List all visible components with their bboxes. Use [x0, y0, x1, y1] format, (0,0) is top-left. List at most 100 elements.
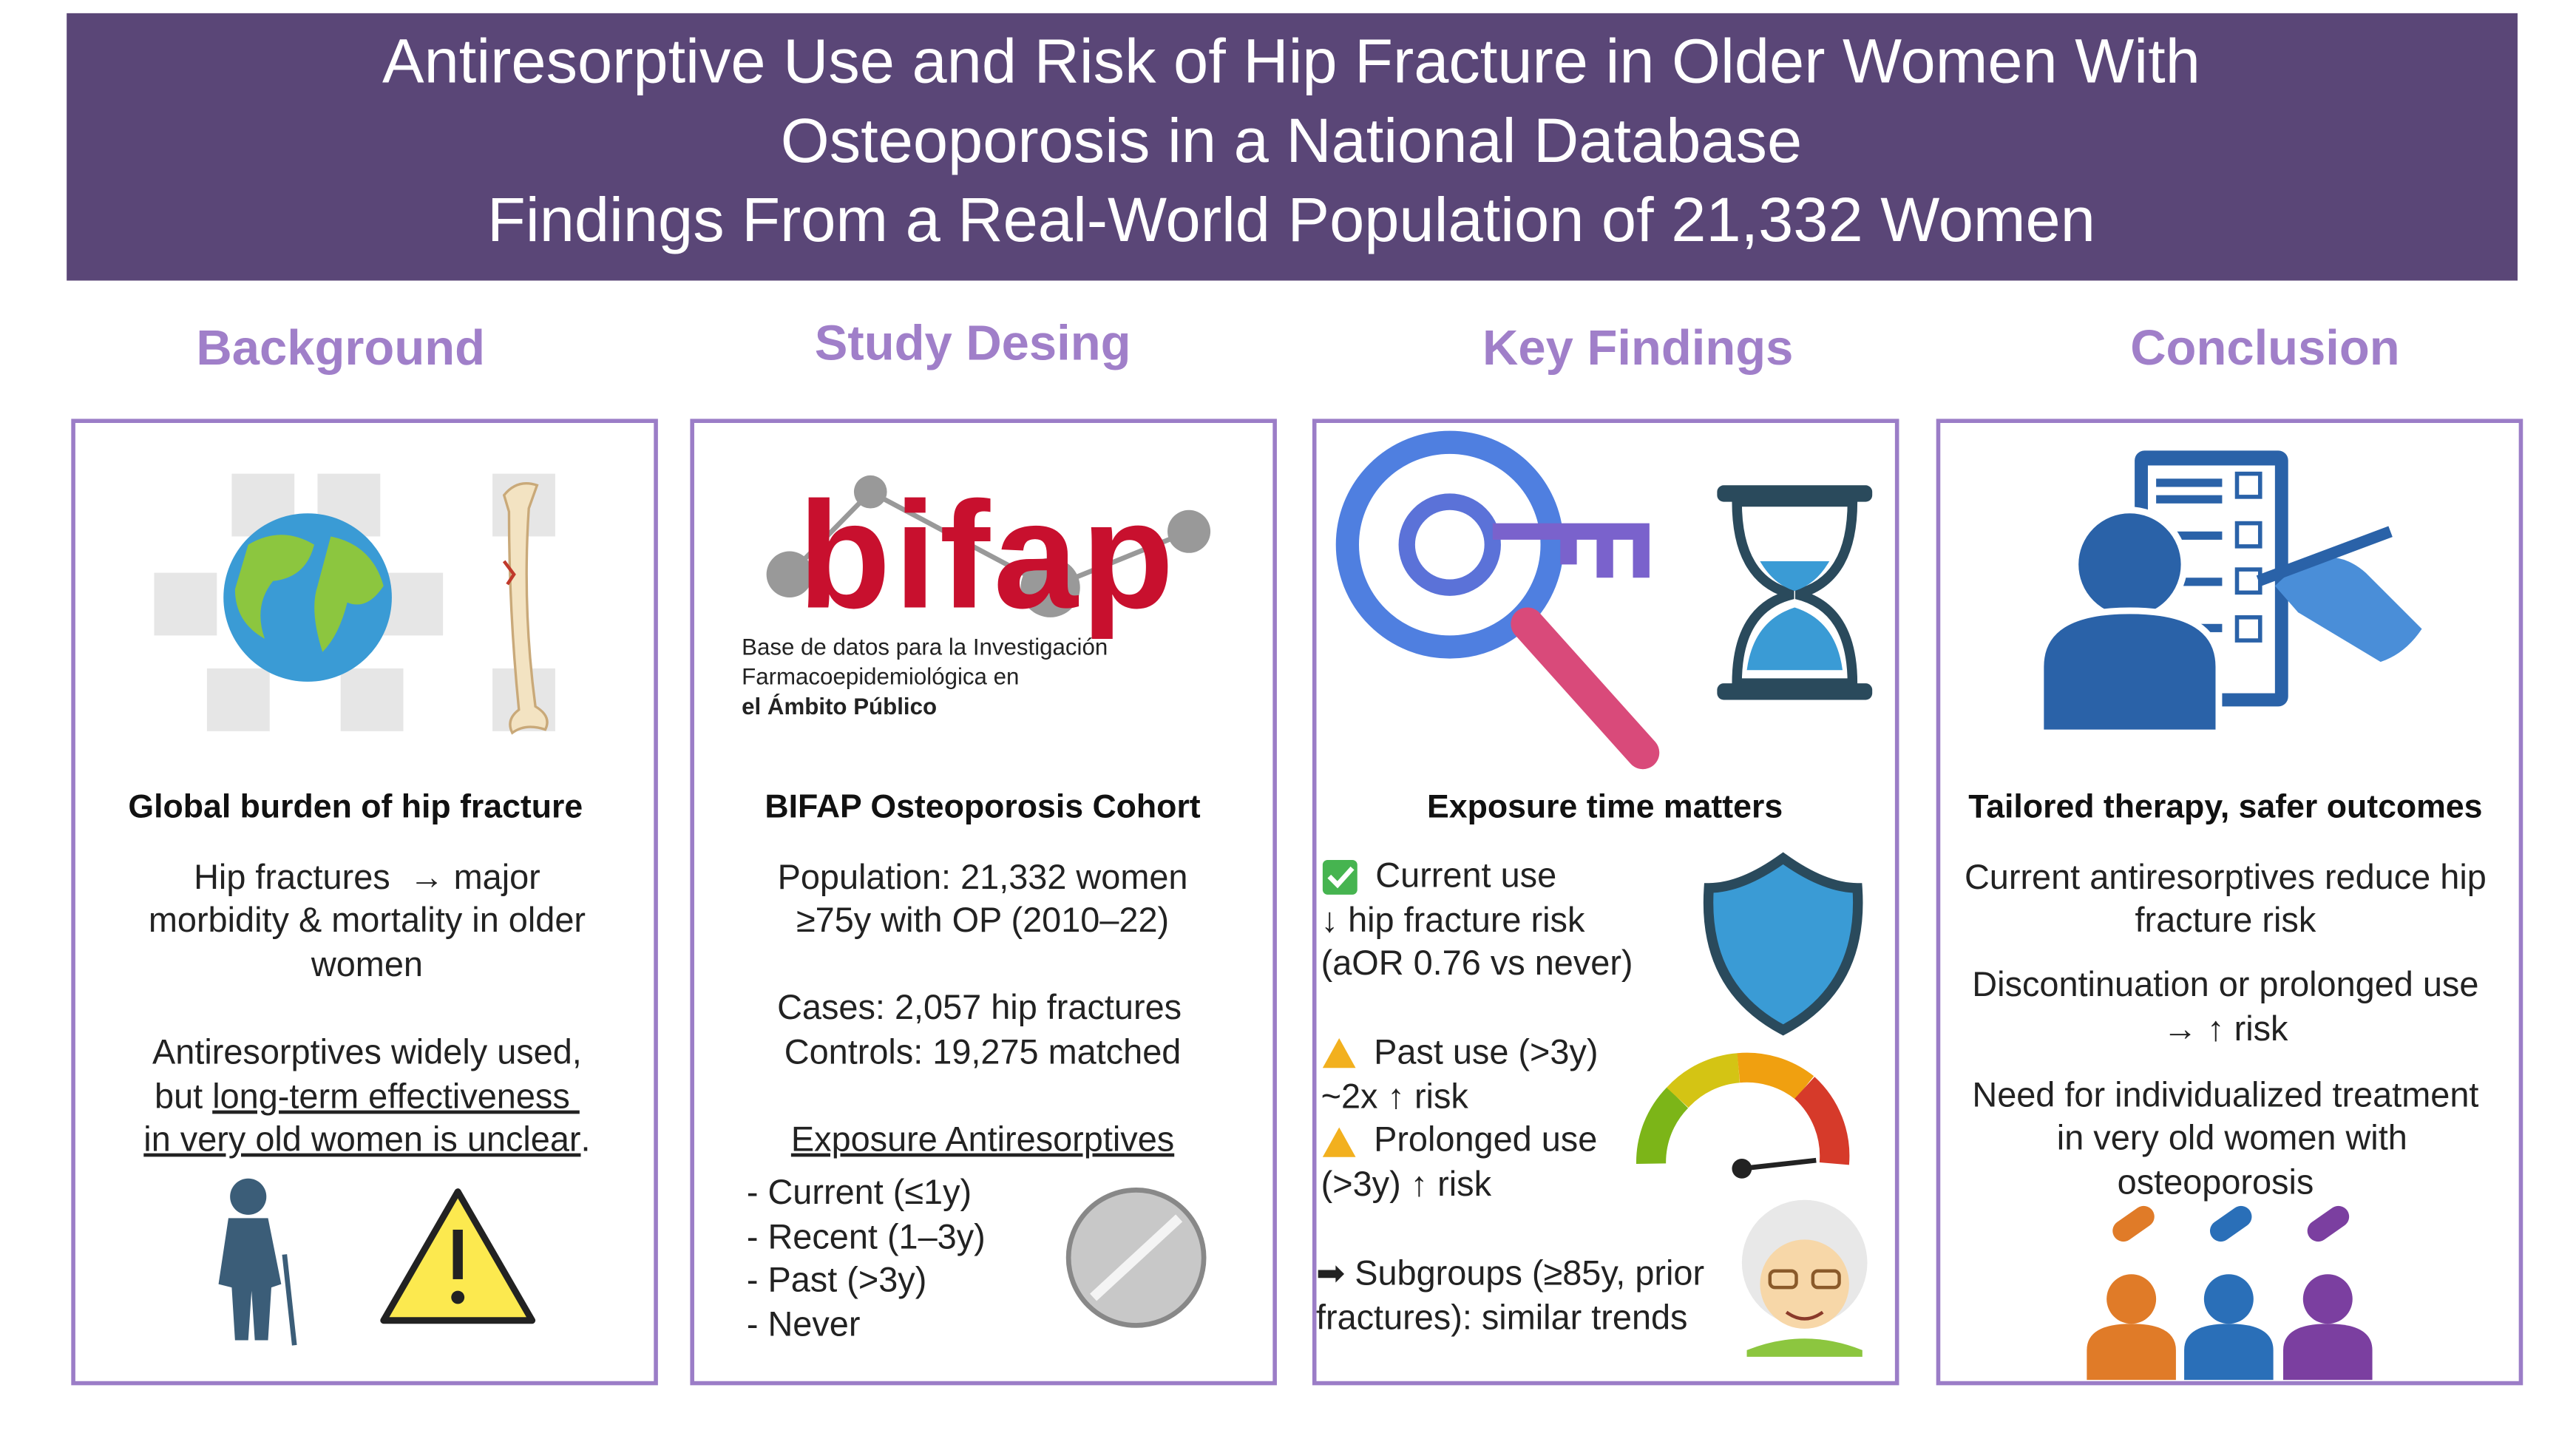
people-pills-icon-part	[2307, 1205, 2350, 1242]
body-line: - Past (>3y)	[747, 1261, 926, 1299]
elderly-face-icon-part	[1768, 1269, 1798, 1290]
section-subtitle: Exposure time matters	[1427, 789, 1783, 825]
gauge-icon	[1636, 1052, 1850, 1179]
hourglass-icon	[1717, 485, 1873, 700]
key-magnifier-icon-part	[1335, 430, 1564, 659]
clipboard-icon-part	[2156, 531, 2223, 540]
warning-icon	[380, 1188, 536, 1324]
clipboard-icon-part	[2156, 478, 2223, 487]
clipboard-icon-part	[2156, 495, 2223, 504]
body-line: ≥75y with OP (2010–22)	[796, 901, 1169, 939]
body-text: but	[155, 1077, 212, 1116]
clipboard-icon	[2037, 450, 2422, 736]
section-subtitle: Tailored therapy, safer outcomes	[1968, 789, 2482, 825]
hourglass-icon-part	[1746, 560, 1843, 671]
body-line: Hip fractures → major	[194, 858, 540, 896]
body-text: morbidity & mortality in older	[149, 901, 586, 939]
body-text: (aOR 0.76 vs never)	[1321, 944, 1633, 982]
body-text: - Current (≤1y)	[747, 1173, 972, 1211]
clipboard-icon-part	[2156, 578, 2223, 586]
body-line: morbidity & mortality in older	[149, 901, 586, 939]
body-text: Hip fractures → major	[194, 858, 540, 896]
logo-caption: Farmacoepidemiológica en	[742, 664, 1019, 690]
section-subtitle: Global burden of hip fracture	[128, 789, 583, 825]
pill-icon	[1065, 1188, 1207, 1328]
bifap-logo-network-part	[766, 551, 813, 598]
people-pills-icon-part	[2106, 1274, 2157, 1324]
bifap-logo-network-part	[1167, 509, 1211, 553]
globe-icon-part	[234, 535, 315, 639]
bifap-logo-network	[766, 475, 1211, 617]
globe-icon-part	[206, 668, 270, 731]
key-magnifier-icon-part	[1492, 523, 1650, 578]
body-line: - Current (≤1y)	[747, 1173, 972, 1211]
check-icon-part	[1327, 866, 1355, 889]
pill-icon-part	[1090, 1214, 1183, 1301]
body-line: Prolonged use	[1374, 1120, 1597, 1159]
body-line: Past use (>3y)	[1374, 1033, 1598, 1071]
warning-small-icon	[1322, 1038, 1356, 1157]
people-pills-icon-part	[2112, 1205, 2155, 1242]
gauge-icon-part	[1732, 1158, 1752, 1179]
globe-icon-part	[154, 572, 217, 636]
header-title: Osteoporosis in a National Database	[781, 105, 1802, 175]
body-text-underlined: long-term effectiveness	[212, 1077, 580, 1116]
body-text: - Never	[747, 1305, 861, 1344]
header-title: Antiresorptive Use and Risk of Hip Fract…	[382, 26, 2200, 96]
body-line: Current antiresorptives reduce hip	[1965, 858, 2487, 896]
body-line: in very old women is unclear.	[143, 1120, 590, 1159]
people-pills-icon-part	[2302, 1274, 2353, 1324]
body-line: Exposure Antiresorptives	[791, 1120, 1174, 1159]
body-line: ~2x ↑ risk	[1321, 1077, 1469, 1116]
body-line: → ↑ risk	[2163, 1009, 2288, 1048]
elderly-woman-icon-part	[218, 1218, 282, 1341]
body-text: - Past (>3y)	[747, 1261, 926, 1299]
clipboard-icon-part	[2234, 615, 2263, 643]
elderly-face-icon-part	[1746, 1338, 1862, 1357]
bifap-logo-network-part	[869, 490, 1052, 590]
bifap-logo-network-part	[1020, 558, 1080, 617]
body-text: Need for individualized treatment	[1972, 1076, 2478, 1114]
body-line: (>3y) ↑ risk	[1321, 1165, 1492, 1203]
header-band	[67, 13, 2518, 281]
clipboard-icon-part	[2234, 521, 2263, 549]
people-pills-icon-part	[2184, 1324, 2274, 1381]
body-text: Current use	[1375, 856, 1556, 895]
gauge-icon-part	[1794, 1077, 1850, 1165]
elderly-face-icon-part	[1785, 1310, 1824, 1321]
body-text: women	[311, 945, 423, 983]
body-line: but long-term effectiveness	[155, 1077, 580, 1116]
shield-icon	[1703, 852, 1863, 1036]
body-line: women	[311, 945, 423, 983]
body-text-underlined: Exposure Antiresorptives	[791, 1120, 1174, 1159]
body-text: ≥75y with OP (2010–22)	[796, 901, 1169, 939]
shield-icon-part	[1703, 852, 1863, 1036]
body-text: in very old women with	[2057, 1119, 2407, 1157]
key-magnifier-icon-part	[1398, 493, 1501, 596]
elderly-woman-icon	[218, 1178, 297, 1346]
body-text: Cases: 2,057 hip fractures	[777, 988, 1182, 1026]
people-pills-icon-part	[2283, 1324, 2373, 1381]
gauge-icon-part	[1741, 1157, 1817, 1171]
warning-small-icon-part	[1322, 1127, 1356, 1157]
globe-icon-part	[340, 668, 404, 731]
clipboard-icon-part	[2072, 507, 2188, 623]
elderly-face-icon-part	[1760, 1239, 1849, 1329]
section-title: Background	[196, 320, 485, 376]
body-text: - Recent (1–3y)	[747, 1218, 986, 1256]
warning-icon-part	[453, 1229, 463, 1279]
key-magnifier-icon-part	[1511, 607, 1660, 770]
elderly-woman-icon-part	[282, 1254, 297, 1346]
body-text: ~2x ↑ risk	[1321, 1077, 1469, 1116]
body-line: (aOR 0.76 vs never)	[1321, 944, 1633, 982]
body-line: Current use	[1375, 856, 1556, 895]
globe-icon	[154, 473, 444, 731]
check-icon-part	[1322, 859, 1358, 895]
clipboard-icon-part	[2256, 526, 2393, 587]
section-title: Study Desing	[815, 315, 1131, 370]
bifap-logo-network-part	[853, 475, 887, 509]
body-text: fractures): similar trends	[1316, 1298, 1688, 1337]
globe-icon-part	[314, 536, 384, 652]
clipboard-icon-part	[2037, 607, 2223, 736]
